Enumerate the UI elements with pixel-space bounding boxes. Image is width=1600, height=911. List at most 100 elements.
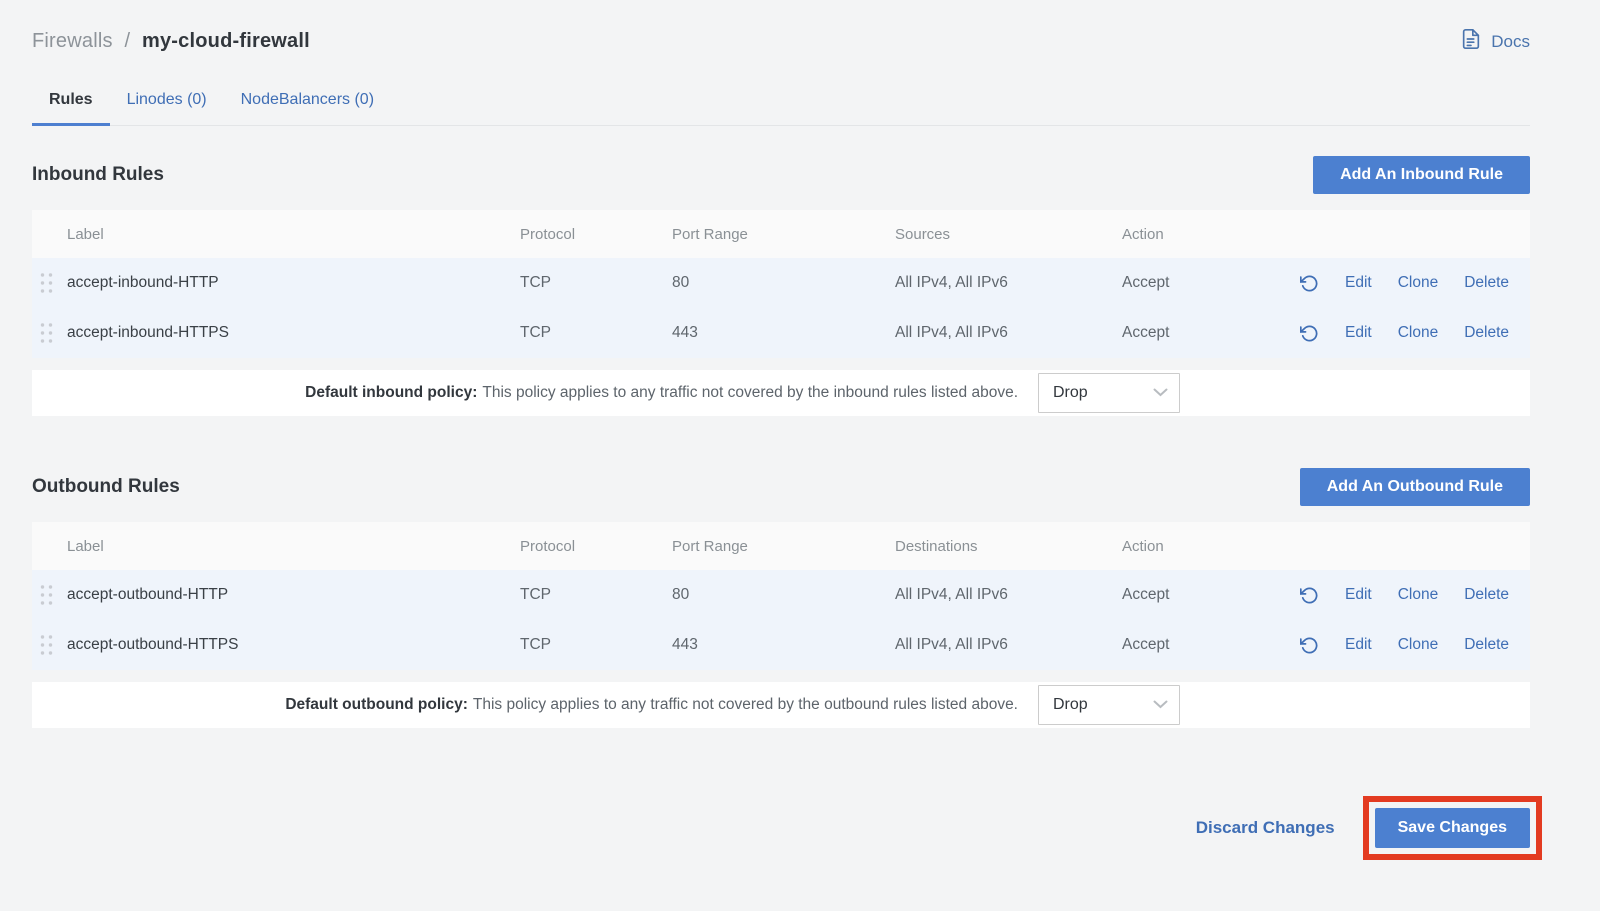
outbound-policy-selected-value: Drop — [1053, 696, 1088, 713]
rule-action: Accept — [1122, 274, 1170, 291]
page-header: Firewalls / my-cloud-firewall Docs — [32, 28, 1530, 55]
rule-destinations: All IPv4, All IPv6 — [895, 586, 1008, 603]
inbound-policy-select[interactable]: Drop — [1038, 373, 1180, 413]
column-header-destinations: Destinations — [895, 537, 978, 555]
outbound-rules-table: Label Protocol Port Range Destinations A… — [32, 522, 1530, 728]
breadcrumb: Firewalls / my-cloud-firewall — [32, 30, 310, 53]
rule-port-range: 443 — [672, 324, 698, 341]
outbound-table-body: accept-outbound-HTTP TCP 80 All IPv4, Al… — [32, 570, 1530, 670]
inbound-policy-description: This policy applies to any traffic not c… — [482, 384, 1018, 401]
tab-linodes[interactable]: Linodes (0) — [126, 91, 207, 108]
firewall-detail-page: Firewalls / my-cloud-firewall Docs Rules… — [32, 28, 1542, 860]
delete-link[interactable]: Delete — [1464, 636, 1510, 653]
rule-protocol: TCP — [520, 586, 551, 603]
column-header-action: Action — [1122, 225, 1164, 243]
rule-action: Accept — [1122, 636, 1170, 653]
outbound-policy-description: This policy applies to any traffic not c… — [472, 696, 1018, 713]
save-changes-button[interactable]: Save Changes — [1374, 808, 1530, 848]
rule-protocol: TCP — [520, 274, 551, 291]
policy-spacer — [1180, 393, 1530, 394]
edit-link[interactable]: Edit — [1345, 274, 1372, 291]
column-header-protocol: Protocol — [520, 537, 576, 555]
rule-port-range: 80 — [672, 586, 690, 603]
docs-link-label: Docs — [1491, 31, 1530, 51]
outbound-policy-row: Default outbound policy: This policy app… — [32, 682, 1530, 728]
rule-label: accept-inbound-HTTPS — [67, 324, 229, 341]
rule-label: accept-outbound-HTTPS — [67, 636, 239, 653]
column-header-port-range: Port Range — [672, 537, 748, 555]
inbound-policy-label: Default inbound policy: — [305, 384, 478, 401]
rule-protocol: TCP — [520, 324, 551, 341]
rule-label: accept-outbound-HTTP — [67, 586, 229, 603]
inbound-policy-row: Default inbound policy: This policy appl… — [32, 370, 1530, 416]
rule-protocol: TCP — [520, 636, 551, 653]
undo-icon[interactable] — [1299, 324, 1319, 343]
clone-link[interactable]: Clone — [1397, 274, 1439, 291]
inbound-policy-selected-value: Drop — [1053, 384, 1088, 401]
inbound-rules-title: Inbound Rules — [32, 164, 164, 185]
table-row-outbound-https: accept-outbound-HTTPS TCP 443 All IPv4, … — [32, 620, 1530, 670]
undo-icon[interactable] — [1299, 274, 1319, 293]
delete-link[interactable]: Delete — [1464, 274, 1510, 291]
column-header-action: Action — [1122, 537, 1164, 555]
edit-link[interactable]: Edit — [1345, 636, 1372, 653]
tab-rules[interactable]: Rules — [32, 77, 110, 126]
rule-port-range: 80 — [672, 274, 690, 291]
rule-destinations: All IPv4, All IPv6 — [895, 636, 1008, 653]
rule-sources: All IPv4, All IPv6 — [895, 274, 1008, 291]
add-outbound-rule-button[interactable]: Add An Outbound Rule — [1299, 468, 1530, 506]
rule-port-range: 443 — [672, 636, 698, 653]
delete-link[interactable]: Delete — [1464, 324, 1510, 341]
table-row-inbound-https: accept-inbound-HTTPS TCP 443 All IPv4, A… — [32, 308, 1530, 358]
clone-link[interactable]: Clone — [1397, 586, 1439, 603]
column-header-label: Label — [67, 225, 104, 243]
rule-row-actions: Edit Clone Delete — [1299, 324, 1533, 343]
inbound-rules-table: Label Protocol Port Range Sources Action… — [32, 210, 1530, 416]
outbound-policy-label: Default outbound policy: — [285, 696, 468, 713]
tab-nodebalancers[interactable]: NodeBalancers (0) — [240, 91, 375, 108]
chevron-down-icon — [1153, 696, 1168, 714]
chevron-down-icon — [1153, 384, 1168, 402]
red-highlight-box: Save Changes — [1362, 796, 1542, 860]
rule-label: accept-inbound-HTTP — [67, 274, 219, 291]
table-row-inbound-http: accept-inbound-HTTP TCP 80 All IPv4, All… — [32, 258, 1530, 308]
rule-label-cell: accept-outbound-HTTPS — [32, 634, 520, 656]
outbound-policy-select[interactable]: Drop — [1038, 685, 1180, 725]
inbound-table-header: Label Protocol Port Range Sources Action — [32, 210, 1530, 258]
drag-handle-icon[interactable] — [40, 322, 53, 344]
rule-label-cell: accept-outbound-HTTP — [32, 584, 520, 606]
column-header-protocol: Protocol — [520, 225, 576, 243]
tab-bar: Rules Linodes (0) NodeBalancers (0) — [32, 77, 1530, 126]
breadcrumb-current-firewall: my-cloud-firewall — [142, 30, 310, 52]
drag-handle-icon[interactable] — [40, 584, 53, 606]
undo-icon[interactable] — [1299, 636, 1319, 655]
delete-link[interactable]: Delete — [1464, 586, 1510, 603]
column-header-port-range: Port Range — [672, 225, 748, 243]
breadcrumb-firewalls-link[interactable]: Firewalls — [32, 30, 113, 52]
rule-label-cell: accept-inbound-HTTP — [32, 272, 520, 294]
column-header-label: Label — [67, 537, 104, 555]
breadcrumb-separator: / — [124, 30, 131, 52]
table-row-outbound-http: accept-outbound-HTTP TCP 80 All IPv4, Al… — [32, 570, 1530, 620]
drag-handle-icon[interactable] — [40, 634, 53, 656]
document-icon — [1460, 28, 1482, 55]
edit-link[interactable]: Edit — [1345, 324, 1372, 341]
drag-handle-icon[interactable] — [40, 272, 53, 294]
rule-sources: All IPv4, All IPv6 — [895, 324, 1008, 341]
rule-row-actions: Edit Clone Delete — [1299, 274, 1533, 293]
column-header-sources: Sources — [895, 225, 951, 243]
rule-row-actions: Edit Clone Delete — [1299, 636, 1533, 655]
edit-link[interactable]: Edit — [1345, 586, 1372, 603]
outbound-rules-title: Outbound Rules — [32, 476, 180, 497]
rule-action: Accept — [1122, 324, 1170, 341]
discard-changes-link[interactable]: Discard Changes — [1195, 818, 1335, 837]
add-inbound-rule-button[interactable]: Add An Inbound Rule — [1313, 156, 1530, 194]
undo-icon[interactable] — [1299, 586, 1319, 605]
footer-actions: Discard Changes Save Changes — [32, 796, 1542, 860]
rule-label-cell: accept-inbound-HTTPS — [32, 322, 520, 344]
clone-link[interactable]: Clone — [1397, 636, 1439, 653]
rule-action: Accept — [1122, 586, 1170, 603]
policy-spacer — [1180, 705, 1530, 706]
clone-link[interactable]: Clone — [1397, 324, 1439, 341]
docs-link[interactable]: Docs — [1460, 28, 1530, 55]
